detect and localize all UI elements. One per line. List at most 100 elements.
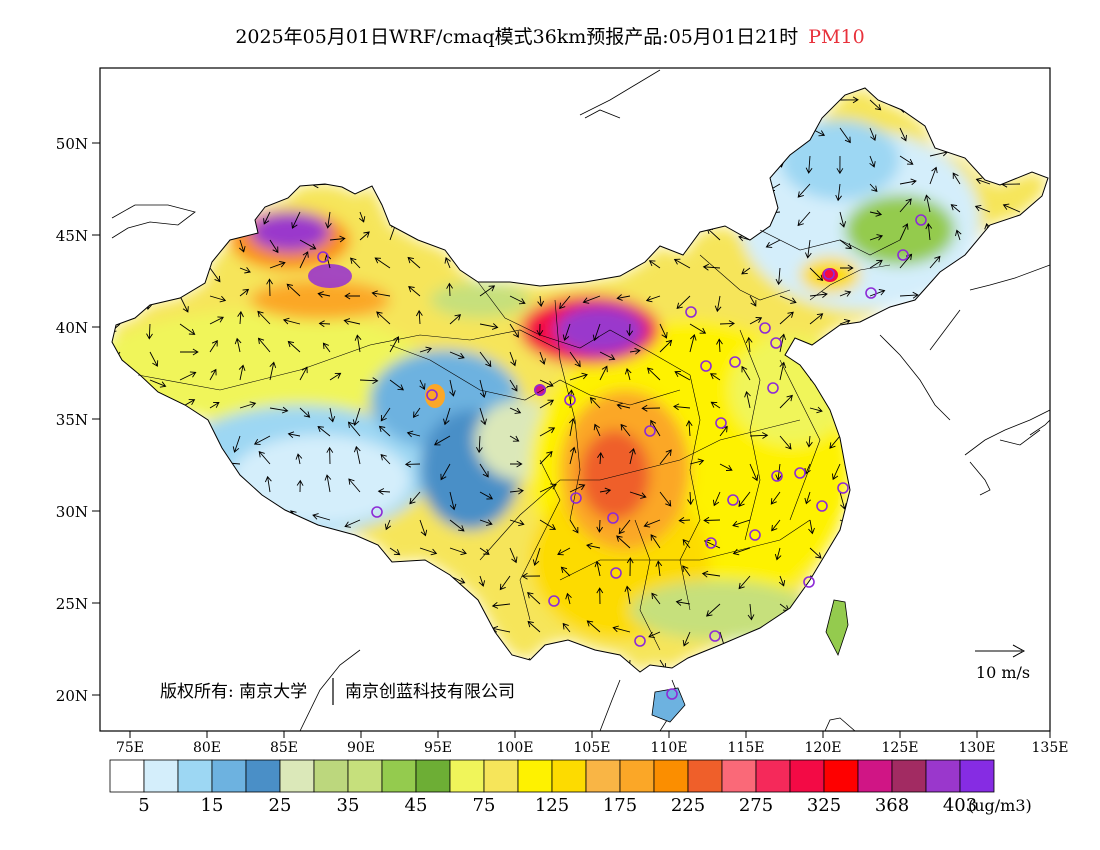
wind-arrow <box>588 239 601 255</box>
wind-arrow <box>869 598 882 605</box>
city-station-marker <box>915 214 927 226</box>
wind-arrow <box>685 420 693 437</box>
wind-arrow <box>476 155 484 169</box>
wind-arrow <box>869 511 885 521</box>
wind-arrow <box>660 682 670 688</box>
wind-arrow <box>826 686 840 692</box>
wind-arrow <box>476 435 483 454</box>
wind-arrow <box>539 483 557 493</box>
wind-arrow <box>613 237 631 244</box>
wind-arrow <box>899 487 912 494</box>
wind-arrow <box>1014 477 1021 493</box>
wind-arrow <box>148 112 156 129</box>
wind-arrow <box>539 450 553 465</box>
wind-arrow <box>479 323 499 330</box>
wind-arrow <box>869 234 884 241</box>
wind-arrow <box>406 430 421 438</box>
wind-arrow <box>389 622 404 633</box>
wind-arrow <box>616 294 631 301</box>
colorbar-swatch <box>517 759 553 793</box>
wind-arrow <box>389 547 401 556</box>
wind-arrow <box>869 631 876 642</box>
wind-arrow <box>689 334 697 353</box>
city-station-marker <box>610 567 622 579</box>
wind-arrow <box>539 427 556 437</box>
wind-arrow <box>470 127 481 135</box>
wind-arrow <box>329 235 346 243</box>
wind-arrow <box>959 563 971 577</box>
wind-arrow <box>839 211 847 228</box>
wind-arrow <box>599 487 612 495</box>
wind-arrow <box>887 435 901 444</box>
wind-arrow <box>714 295 722 313</box>
wind-arrow <box>557 547 571 556</box>
wind-arrow <box>414 183 421 203</box>
wind-arrow <box>192 545 211 552</box>
wind-arrow <box>258 450 271 465</box>
wind-arrow <box>221 545 241 552</box>
wind-arrow <box>589 397 601 409</box>
wind-arrow <box>702 263 721 271</box>
wind-arrow <box>678 517 691 524</box>
wind-arrow <box>899 127 907 142</box>
wind-arrow <box>917 631 931 646</box>
wind-arrow <box>145 603 152 619</box>
wind-arrow <box>479 379 487 399</box>
wind-arrow <box>1004 145 1021 157</box>
colorbar-swatch <box>143 759 179 793</box>
colorbar-swatch <box>245 759 281 793</box>
wind-arrow <box>479 285 496 297</box>
wind-arrow <box>405 116 421 129</box>
wind-arrow <box>684 115 692 129</box>
wind-arrow <box>959 127 976 135</box>
wind-arrow <box>269 99 283 107</box>
wind-arrow <box>809 291 828 298</box>
wind-arrow <box>509 407 522 414</box>
wind-arrow <box>835 183 842 202</box>
wind-arrow <box>981 646 991 661</box>
wind-arrow <box>239 401 257 409</box>
wind-arrow <box>624 585 632 605</box>
wind-arrow <box>404 460 421 468</box>
wind-arrow <box>894 535 902 549</box>
wind-arrow <box>689 151 705 158</box>
wind-arrow <box>209 402 220 409</box>
city-station-marker <box>823 268 835 280</box>
wind-arrow <box>357 620 365 633</box>
wind-arrow <box>377 95 391 103</box>
wind-arrow <box>836 155 844 175</box>
wind-arrow <box>179 435 193 447</box>
colorbar-swatch <box>347 759 383 793</box>
wind-arrow <box>952 172 961 185</box>
colorbar-swatch <box>857 759 893 793</box>
lat-tick-label: 25N <box>56 595 88 613</box>
wind-arrow <box>119 489 137 497</box>
wind-arrow <box>178 463 186 480</box>
wind-arrow <box>236 576 244 594</box>
wind-arrow <box>509 178 529 186</box>
wind-arrow <box>771 519 781 532</box>
wind-arrow <box>745 336 753 353</box>
wind-arrow <box>209 211 219 230</box>
wind-arrow <box>299 587 307 605</box>
lon-tick-label: 130E <box>959 740 996 756</box>
wind-arrow <box>282 317 301 325</box>
wind-arrow <box>149 463 166 475</box>
wind-arrow <box>527 620 541 633</box>
wind-arrow <box>946 507 961 521</box>
wind-arrow <box>286 283 301 297</box>
wind-arrow <box>194 512 211 521</box>
wind-arrow <box>408 286 421 297</box>
wind-arrow <box>629 140 641 157</box>
neighbor-boundaries <box>111 69 1050 731</box>
wind-arrow <box>975 177 991 185</box>
wind-arrow <box>324 547 332 567</box>
colorbar-swatch <box>279 759 315 793</box>
wind-arrow <box>719 659 738 667</box>
city-station-marker <box>426 389 438 401</box>
wind-arrow <box>749 295 757 307</box>
wind-arrow <box>179 176 195 185</box>
wind-arrow <box>209 368 217 381</box>
wind-arrow <box>924 323 931 337</box>
wind-arrow <box>859 659 871 667</box>
